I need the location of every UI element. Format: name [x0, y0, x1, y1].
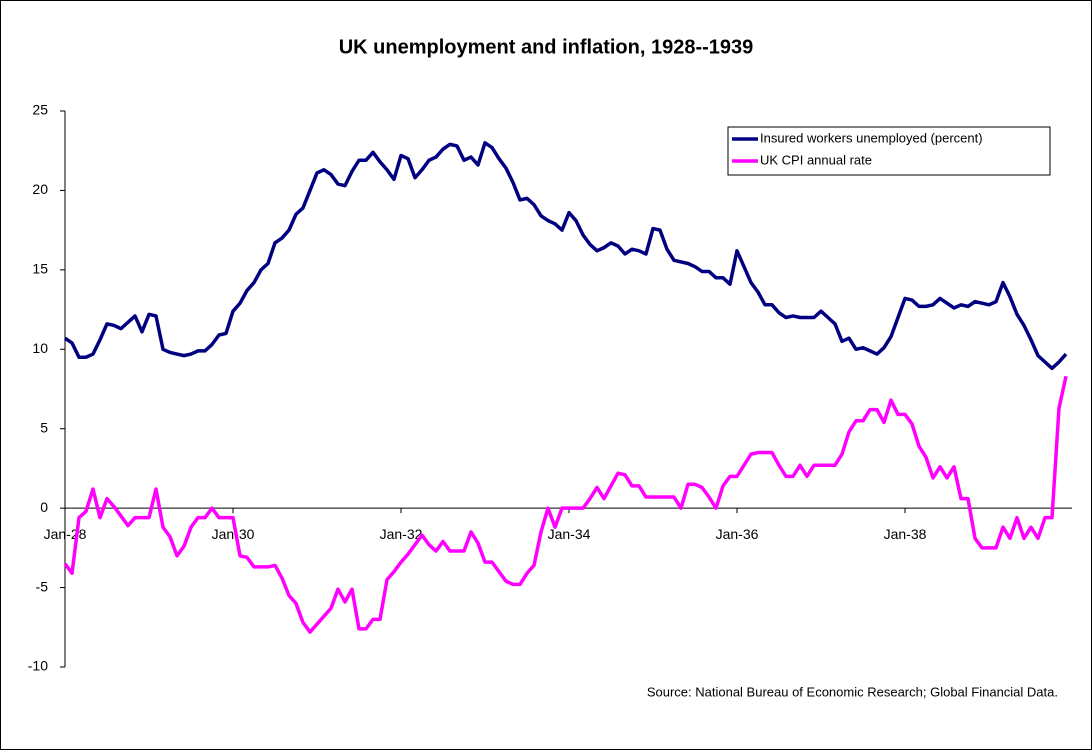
legend-label: Insured workers unemployed (percent): [760, 130, 983, 145]
x-tick-label: Jan-32: [380, 526, 423, 542]
x-tick-label: Jan-28: [44, 526, 87, 542]
y-tick-label: -10: [28, 658, 48, 674]
y-tick-label: 5: [40, 419, 48, 435]
y-tick-label: 0: [40, 499, 48, 515]
series-line: [63, 375, 1068, 634]
legend-box: [727, 126, 1051, 176]
chart-title: UK unemployment and inflation, 1928--193…: [339, 36, 754, 58]
y-tick-label: 20: [32, 181, 48, 197]
y-tick-label: 10: [32, 340, 48, 356]
x-tick-label: Jan-36: [716, 526, 759, 542]
source-note: Source: National Bureau of Economic Rese…: [647, 684, 1058, 699]
y-tick-label: 15: [32, 261, 48, 277]
x-tick-label: Jan-34: [548, 526, 591, 542]
y-tick-label: -5: [36, 578, 49, 594]
y-tick-label: 25: [32, 102, 48, 118]
x-tick-label: Jan-30: [212, 526, 255, 542]
legend-label: UK CPI annual rate: [760, 152, 872, 167]
x-tick-label: Jan-38: [884, 526, 927, 542]
series-line: [64, 141, 1068, 371]
